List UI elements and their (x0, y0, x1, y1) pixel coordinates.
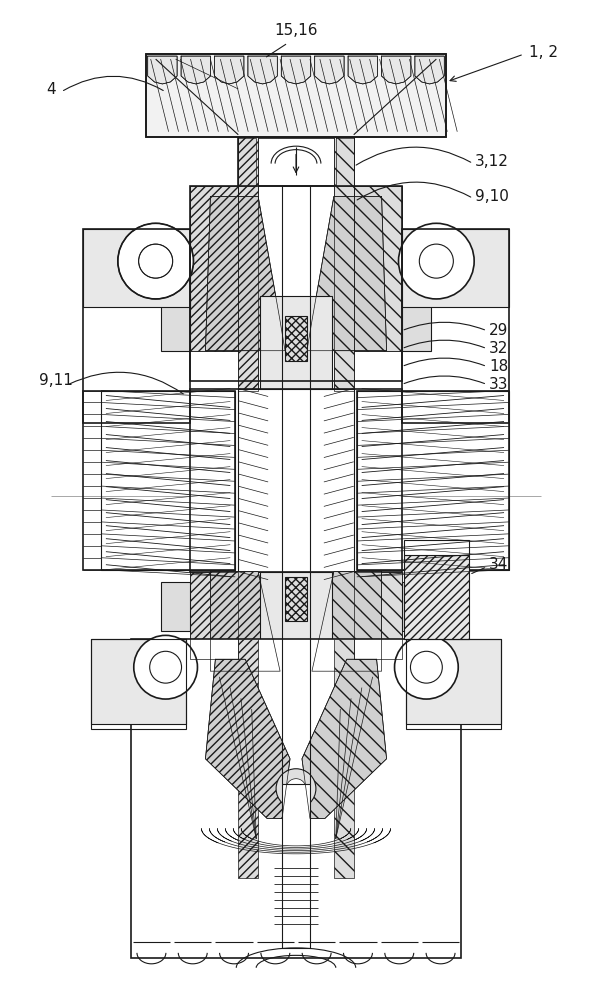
Bar (191, 186, 401, 381)
Text: 9,10: 9,10 (475, 189, 509, 204)
Circle shape (394, 635, 458, 699)
Bar (101, 391, 235, 570)
Polygon shape (302, 659, 387, 818)
Polygon shape (315, 56, 344, 84)
Polygon shape (348, 56, 378, 84)
Bar (401, 296, 432, 351)
Bar (282, 784, 310, 948)
Polygon shape (354, 186, 401, 351)
Bar (83, 229, 191, 423)
Bar (285, 577, 307, 621)
Polygon shape (312, 572, 382, 671)
Circle shape (410, 651, 442, 683)
Text: 1, 2: 1, 2 (529, 45, 558, 60)
Bar (357, 391, 509, 570)
Polygon shape (191, 572, 238, 659)
Bar (285, 316, 307, 361)
Bar (357, 391, 509, 570)
Polygon shape (238, 138, 256, 186)
Bar (407, 639, 501, 729)
Text: 29: 29 (489, 323, 509, 338)
Bar (131, 639, 461, 958)
Bar (91, 639, 185, 729)
Circle shape (286, 779, 306, 799)
Bar (401, 229, 509, 307)
Polygon shape (307, 196, 387, 351)
Bar (334, 639, 354, 878)
Polygon shape (205, 659, 290, 818)
Bar (83, 391, 235, 570)
Bar (260, 296, 332, 391)
Polygon shape (210, 572, 280, 671)
Polygon shape (181, 56, 211, 84)
Polygon shape (248, 56, 277, 84)
Bar (404, 555, 469, 639)
Polygon shape (336, 138, 354, 186)
Circle shape (134, 635, 198, 699)
Polygon shape (381, 56, 411, 84)
Bar (401, 582, 432, 631)
Circle shape (419, 244, 453, 278)
Text: 3,12: 3,12 (475, 154, 509, 169)
Polygon shape (191, 186, 238, 351)
Bar (191, 389, 401, 572)
Text: 34: 34 (489, 557, 509, 572)
Bar (404, 540, 469, 555)
Text: 9,11: 9,11 (39, 373, 73, 388)
Bar (407, 639, 501, 724)
Text: 4: 4 (47, 82, 56, 97)
Bar (401, 229, 509, 423)
Text: 32: 32 (489, 341, 509, 356)
Circle shape (139, 244, 173, 278)
Polygon shape (354, 572, 401, 659)
Circle shape (150, 651, 182, 683)
Polygon shape (415, 56, 445, 84)
Polygon shape (147, 56, 177, 84)
Text: 18: 18 (489, 359, 509, 374)
Text: 15,16: 15,16 (274, 23, 318, 38)
Circle shape (118, 223, 194, 299)
Bar (146, 54, 446, 137)
Polygon shape (205, 196, 285, 351)
Bar (238, 389, 354, 572)
Text: 33: 33 (489, 377, 509, 392)
Circle shape (276, 769, 316, 809)
Bar (160, 582, 191, 631)
Bar (238, 639, 258, 878)
Bar (238, 138, 354, 186)
Polygon shape (281, 56, 311, 84)
Bar (83, 229, 191, 307)
Bar (91, 639, 185, 724)
Bar (146, 54, 446, 137)
Polygon shape (238, 137, 258, 391)
Polygon shape (214, 56, 244, 84)
Bar (282, 186, 310, 784)
Bar (160, 296, 191, 351)
Bar (260, 572, 332, 646)
Polygon shape (334, 137, 354, 391)
Circle shape (398, 223, 474, 299)
